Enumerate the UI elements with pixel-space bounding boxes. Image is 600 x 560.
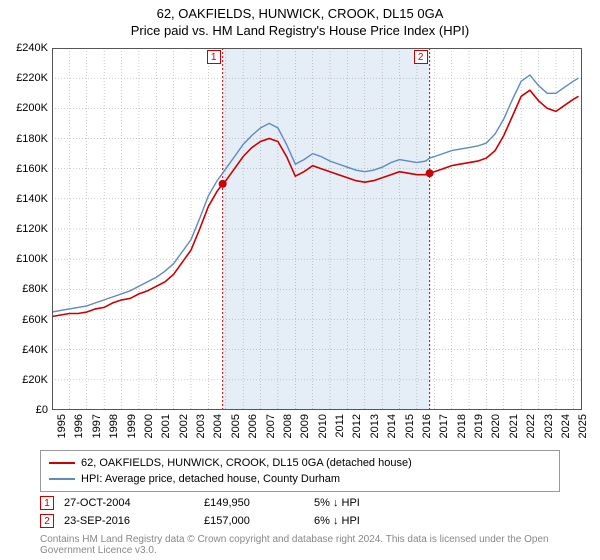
- x-tick-label: 2007: [265, 414, 277, 438]
- x-tick-label: 1995: [56, 414, 68, 438]
- x-tick-label: 2023: [543, 414, 555, 438]
- legend-swatch: [49, 462, 75, 464]
- y-tick-label: £140K: [2, 193, 48, 205]
- transaction-row: 1 27-OCT-2004 £149,950 5% ↓ HPI: [40, 494, 560, 512]
- y-tick-label: £220K: [2, 72, 48, 84]
- y-tick-label: £20K: [2, 374, 48, 386]
- x-tick-label: 1997: [91, 414, 103, 438]
- transaction-row: 2 23-SEP-2016 £157,000 6% ↓ HPI: [40, 512, 560, 530]
- x-tick-label: 2021: [508, 414, 520, 438]
- x-tick-label: 2020: [490, 414, 502, 438]
- legend-item: HPI: Average price, detached house, Coun…: [49, 471, 551, 487]
- x-tick-label: 2015: [404, 414, 416, 438]
- x-tick-label: 2024: [560, 414, 572, 438]
- y-tick-label: £160K: [2, 163, 48, 175]
- transaction-diff: 6% ↓ HPI: [314, 515, 434, 527]
- y-tick-label: £200K: [2, 102, 48, 114]
- chart-svg: [52, 48, 582, 410]
- transaction-date: 27-OCT-2004: [64, 497, 194, 509]
- x-tick-label: 2006: [247, 414, 259, 438]
- x-tick-label: 2014: [386, 414, 398, 438]
- legend-swatch: [49, 478, 75, 480]
- x-tick-label: 1999: [126, 414, 138, 438]
- x-tick-label: 2004: [212, 414, 224, 438]
- legend-label: 62, OAKFIELDS, HUNWICK, CROOK, DL15 0GA …: [81, 457, 412, 469]
- y-tick-label: £0: [2, 404, 48, 416]
- x-tick-label: 2011: [334, 414, 346, 438]
- transaction-date: 23-SEP-2016: [64, 515, 194, 527]
- legend-item: 62, OAKFIELDS, HUNWICK, CROOK, DL15 0GA …: [49, 455, 551, 471]
- x-tick-label: 2016: [421, 414, 433, 438]
- x-tick-label: 2009: [299, 414, 311, 438]
- y-tick-label: £60K: [2, 314, 48, 326]
- x-tick-label: 2013: [369, 414, 381, 438]
- chart-container: 62, OAKFIELDS, HUNWICK, CROOK, DL15 0GA …: [0, 0, 600, 560]
- transaction-row-marker: 1: [40, 496, 54, 510]
- x-tick-label: 2003: [195, 414, 207, 438]
- x-tick-label: 1996: [73, 414, 85, 438]
- legend: 62, OAKFIELDS, HUNWICK, CROOK, DL15 0GA …: [40, 450, 560, 492]
- transaction-price: £149,950: [204, 497, 304, 509]
- x-tick-label: 2019: [473, 414, 485, 438]
- x-tick-label: 2005: [230, 414, 242, 438]
- x-tick-label: 2010: [317, 414, 329, 438]
- x-tick-label: 2012: [351, 414, 363, 438]
- chart-subtitle: Price paid vs. HM Land Registry's House …: [0, 21, 600, 38]
- x-tick-label: 2017: [438, 414, 450, 438]
- chart-title: 62, OAKFIELDS, HUNWICK, CROOK, DL15 0GA: [0, 0, 600, 21]
- chart-area: £0£20K£40K£60K£80K£100K£120K£140K£160K£1…: [52, 48, 582, 410]
- legend-label: HPI: Average price, detached house, Coun…: [81, 473, 340, 485]
- x-tick-label: 2025: [577, 414, 589, 438]
- y-tick-label: £180K: [2, 133, 48, 145]
- x-tick-label: 2001: [160, 414, 172, 438]
- x-tick-label: 2002: [178, 414, 190, 438]
- footer-attribution: Contains HM Land Registry data © Crown c…: [40, 534, 560, 556]
- transaction-diff: 5% ↓ HPI: [314, 497, 434, 509]
- y-tick-label: £80K: [2, 283, 48, 295]
- x-tick-label: 1998: [108, 414, 120, 438]
- y-tick-label: £120K: [2, 223, 48, 235]
- transaction-price: £157,000: [204, 515, 304, 527]
- x-tick-label: 2000: [143, 414, 155, 438]
- x-tick-label: 2022: [525, 414, 537, 438]
- y-tick-label: £40K: [2, 344, 48, 356]
- transaction-marker-2: 2: [414, 50, 428, 64]
- y-tick-label: £100K: [2, 253, 48, 265]
- y-tick-label: £240K: [2, 42, 48, 54]
- transaction-table: 1 27-OCT-2004 £149,950 5% ↓ HPI 2 23-SEP-2016…: [40, 494, 560, 530]
- transaction-row-marker: 2: [40, 514, 54, 528]
- transaction-marker-1: 1: [207, 50, 221, 64]
- x-tick-label: 2018: [456, 414, 468, 438]
- x-tick-label: 2008: [282, 414, 294, 438]
